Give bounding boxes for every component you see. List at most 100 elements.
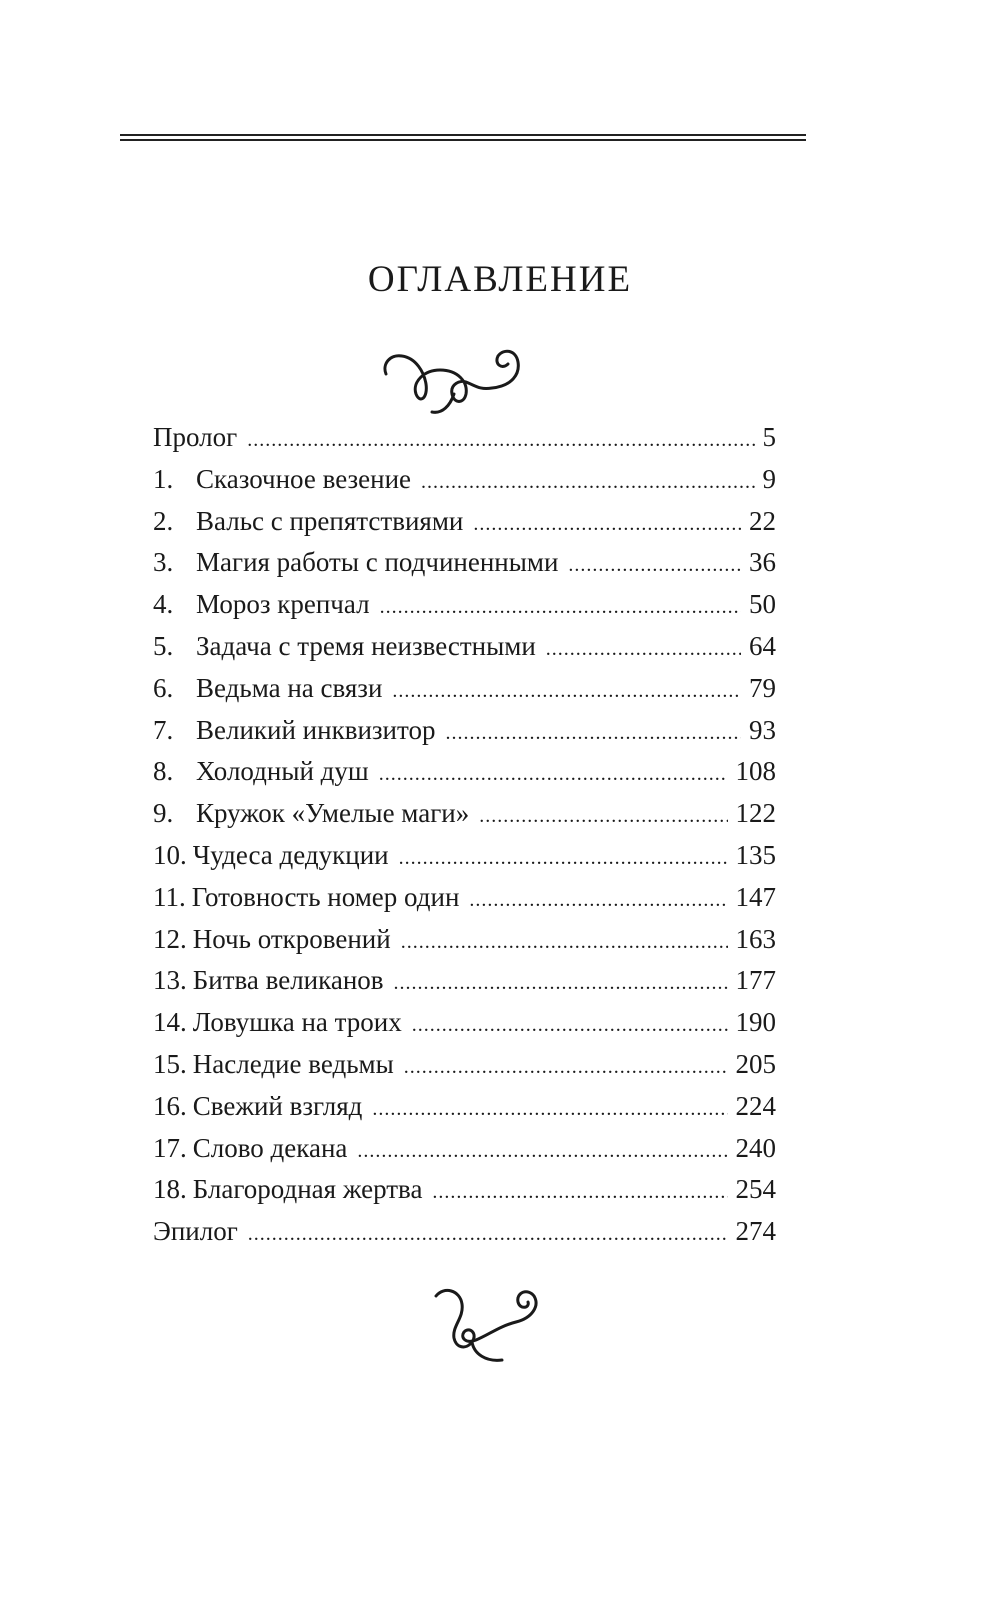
toc-entry[interactable]: 3. Магия работы с подчиненными 36 [153,547,776,589]
dot-leader [372,1098,727,1121]
page-number: 274 [735,1216,777,1247]
dot-leader [546,638,741,661]
dot-leader [412,1014,728,1037]
chapter-number: 13. [153,965,187,996]
entry-title: Благородная жертва [192,1174,423,1205]
dot-leader [421,471,754,494]
dot-leader [248,1223,728,1246]
chapter-number: 15. [153,1048,187,1079]
chapter-number: 8. [153,756,174,787]
toc-entry[interactable]: 4. Мороз крепчал 50 [153,589,776,631]
entry-title: Ловушка на троих [192,1007,402,1038]
toc-entry[interactable]: 13.Битва великанов 177 [153,965,776,1007]
toc-entry[interactable]: 6. Ведьма на связи 79 [153,673,776,715]
dot-leader [568,554,741,577]
chapter-number: 3. [153,547,174,578]
entry-title: Вальс с препятствиями [196,505,464,536]
page-number: 190 [735,1007,777,1038]
chapter-number: 16. [153,1090,187,1121]
page-number: 93 [749,714,776,745]
dot-leader [469,889,727,912]
toc-entry[interactable]: 9. Кружок «Умелые маги» 122 [153,798,776,840]
toc-entry[interactable]: 17.Слово декана 240 [153,1133,776,1175]
page-number: 22 [749,505,776,536]
page-number: 147 [735,881,777,912]
dot-leader [380,596,741,619]
page-number: 240 [735,1132,777,1163]
entry-title: Битва великанов [192,965,384,996]
dot-leader [247,429,754,452]
chapter-number: 12. [153,923,187,954]
page-number: 122 [735,798,777,829]
entry-title: Магия работы с подчиненными [196,547,559,578]
toc-entry[interactable]: 16.Свежий взгляд 224 [153,1091,776,1133]
page-number: 135 [735,839,777,870]
toc-entry[interactable]: 11.Готовность номер один 147 [153,882,776,924]
chapter-number: 4. [153,589,174,620]
chapter-number: 18. [153,1174,187,1205]
toc-entry-prologue[interactable]: Пролог 5 [153,422,776,464]
page-number: 79 [749,672,776,703]
entry-title: Эпилог [153,1216,238,1247]
entry-title: Кружок «Умелые маги» [196,798,470,829]
page-number: 108 [735,756,777,787]
entry-title: Слово декана [192,1132,348,1163]
dot-leader [392,680,741,703]
chapter-number: 14. [153,1007,187,1038]
dot-leader [394,972,728,995]
dot-leader [357,1140,727,1163]
entry-title: Великий инквизитор [196,714,436,745]
chapter-number: 9. [153,798,174,829]
page-number: 254 [735,1174,777,1205]
toc-entry[interactable]: 2. Вальс с препятствиями 22 [153,506,776,548]
dot-leader [479,805,727,828]
entry-title: Чудеса дедукции [192,839,389,870]
chapter-number: 6. [153,672,174,703]
page-number: 177 [735,965,777,996]
entry-title: Свежий взгляд [192,1090,363,1121]
dot-leader [379,763,728,786]
entry-title: Готовность номер один [191,881,460,912]
page-number: 64 [749,630,776,661]
toc-entry[interactable]: 8. Холодный душ 108 [153,756,776,798]
entry-title: Ночь откровений [192,923,391,954]
dot-leader [445,722,741,745]
entry-title: Задача с тремя неизвестными [196,630,536,661]
chapter-number: 5. [153,630,174,661]
entry-title: Наследие ведьмы [192,1048,394,1079]
page-number: 5 [762,422,777,452]
entry-title: Ведьма на связи [196,672,383,703]
page-number: 163 [735,923,777,954]
toc-entry[interactable]: 7. Великий инквизитор 93 [153,715,776,757]
chapter-number: 2. [153,505,174,536]
page-number: 205 [735,1048,777,1079]
chapter-number: 17. [153,1132,187,1163]
entry-title: Пролог [153,422,238,452]
toc-entry[interactable]: 14.Ловушка на троих 190 [153,1007,776,1049]
toc-entry[interactable]: 5. Задача с тремя неизвестными 64 [153,631,776,673]
page-number: 9 [762,463,777,494]
table-of-contents: Пролог 5 1. Сказочное везение 9 2. Вальс с … [153,422,776,1258]
dot-leader [473,513,741,536]
header-rule-top [120,134,806,136]
chapter-number: 11. [153,881,186,912]
toc-entry[interactable]: 15.Наследие ведьмы 205 [153,1049,776,1091]
entry-title: Сказочное везение [196,463,412,494]
toc-entry[interactable]: 18.Благородная жертва 254 [153,1174,776,1216]
toc-entry[interactable]: 12.Ночь откровений 163 [153,924,776,966]
chapter-number: 7. [153,714,174,745]
entry-title: Мороз крепчал [196,589,370,620]
dot-leader [399,847,728,870]
page-number: 36 [749,547,776,578]
entry-title: Холодный душ [196,756,369,787]
page-number: 224 [735,1090,777,1121]
toc-entry[interactable]: 1. Сказочное везение 9 [153,464,776,506]
toc-entry-epilogue[interactable]: Эпилог 274 [153,1216,776,1258]
swirl-ornament-icon [434,1288,538,1362]
dot-leader [401,931,728,954]
toc-entry[interactable]: 10.Чудеса дедукции 135 [153,840,776,882]
header-rule-bottom [120,139,806,141]
page-title: ОГЛАВЛЕНИЕ [367,259,633,300]
chapter-number: 1. [153,463,174,494]
swirl-ornament-icon [383,349,520,414]
